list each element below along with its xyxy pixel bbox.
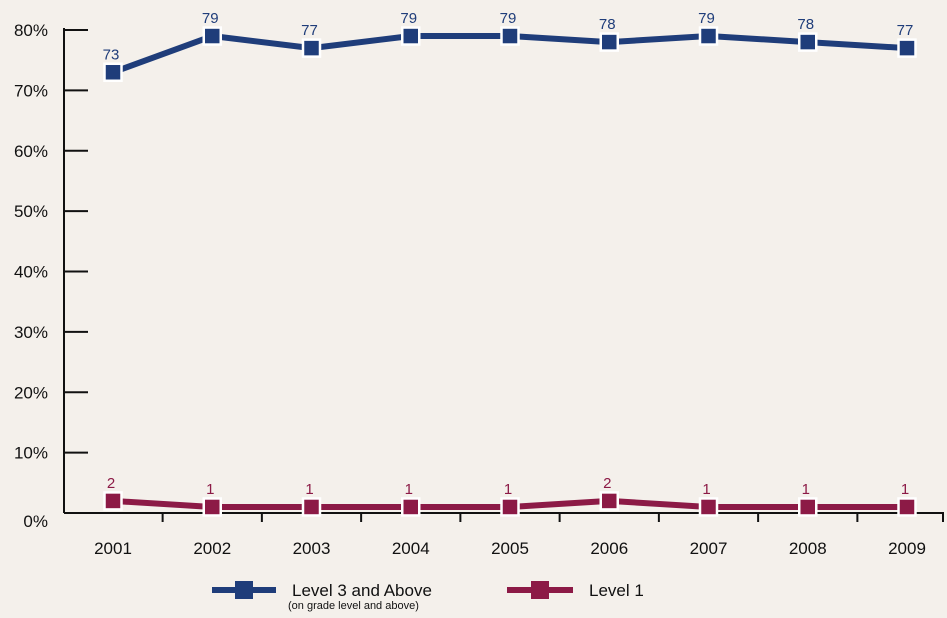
y-tick-label: 60% bbox=[14, 142, 48, 161]
legend-level-1-marker bbox=[531, 581, 549, 599]
x-tick-label: 2009 bbox=[888, 539, 926, 558]
level-3-point bbox=[798, 32, 818, 52]
level-1-point bbox=[897, 497, 917, 517]
x-tick-label: 2001 bbox=[94, 539, 132, 558]
level-1-data-label: 1 bbox=[901, 481, 909, 498]
y-tick-label: 30% bbox=[14, 323, 48, 342]
level-1-point bbox=[698, 497, 719, 517]
level-1-data-label: 2 bbox=[107, 475, 115, 492]
axes: 0% 10% 20% 30% 40% 50% 60% 70% 80% 2001 2002 2003 20… bbox=[14, 21, 944, 558]
level-1-point bbox=[401, 497, 421, 517]
level-3-point bbox=[698, 26, 719, 46]
series-layer: 73 79 77 79 79 78 79 78 77 2 1 1 1 1 2 1 1 1 bbox=[103, 10, 917, 517]
level-3-point bbox=[401, 26, 421, 46]
level-3-data-label: 73 bbox=[103, 46, 120, 63]
level-1-data-label: 1 bbox=[206, 481, 214, 498]
legend-level-3-label: Level 3 and Above bbox=[292, 581, 432, 600]
x-tick-label: 2005 bbox=[491, 539, 529, 558]
level-1-point bbox=[103, 491, 123, 511]
level-3-point bbox=[500, 26, 520, 46]
y-tick-label: 0% bbox=[23, 512, 48, 531]
level-1-data-label: 1 bbox=[305, 481, 313, 498]
level-1-series: 2 1 1 1 1 2 1 1 1 bbox=[103, 475, 917, 517]
x-tick-label: 2002 bbox=[193, 539, 231, 558]
level-1-point bbox=[202, 497, 222, 517]
y-tick-label: 50% bbox=[14, 202, 48, 221]
legend-level-1-label: Level 1 bbox=[589, 581, 644, 600]
legend: Level 3 and Above(on grade level and abo… bbox=[212, 581, 644, 612]
level-3-data-label: 78 bbox=[797, 16, 814, 33]
level-3-point bbox=[202, 26, 222, 46]
level-3-point bbox=[103, 62, 123, 83]
level-1-point bbox=[500, 497, 520, 517]
y-tick-label: 80% bbox=[14, 21, 48, 40]
level-1-point bbox=[599, 491, 619, 511]
level-3-point bbox=[599, 32, 619, 52]
level-3-series: 73 79 77 79 79 78 79 78 77 bbox=[103, 10, 917, 83]
level-1-data-label: 1 bbox=[504, 481, 512, 498]
level-1-data-label: 1 bbox=[702, 481, 710, 498]
x-tick-label: 2007 bbox=[690, 539, 728, 558]
y-tick-label: 20% bbox=[14, 383, 48, 402]
y-tick-label: 40% bbox=[14, 263, 48, 282]
x-tick-label: 2004 bbox=[392, 539, 430, 558]
x-tick-label: 2008 bbox=[789, 539, 827, 558]
level-3-data-label: 77 bbox=[897, 22, 914, 39]
level-3-data-label: 79 bbox=[202, 10, 219, 27]
level-3-data-label: 78 bbox=[599, 16, 616, 33]
level-3-point bbox=[301, 38, 322, 58]
level-1-point bbox=[301, 497, 322, 517]
level-1-data-label: 1 bbox=[405, 481, 413, 498]
legend-level-3-subtitle: (on grade level and above) bbox=[288, 600, 419, 612]
y-tick-label: 10% bbox=[14, 444, 48, 463]
level-1-data-label: 1 bbox=[802, 481, 810, 498]
y-tick-label: 70% bbox=[14, 81, 48, 100]
level-3-data-label: 77 bbox=[301, 22, 318, 39]
x-tick-label: 2006 bbox=[590, 539, 628, 558]
level-1-data-label: 2 bbox=[603, 475, 611, 492]
level-3-data-label: 79 bbox=[500, 10, 517, 27]
level-3-point bbox=[897, 38, 917, 58]
level-3-data-label: 79 bbox=[400, 10, 417, 27]
legend-level-3-marker bbox=[235, 581, 253, 599]
level-3-data-label: 79 bbox=[698, 10, 715, 27]
level-1-point bbox=[798, 497, 818, 517]
x-tick-label: 2003 bbox=[293, 539, 331, 558]
